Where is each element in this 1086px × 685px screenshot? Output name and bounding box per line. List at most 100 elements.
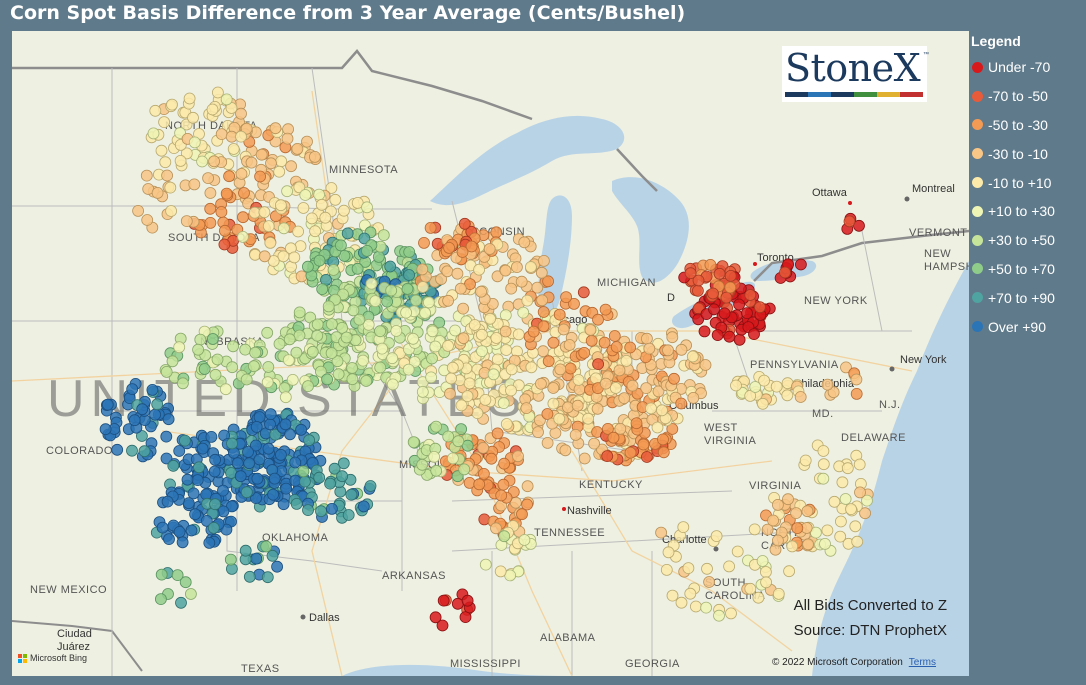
bid-marker[interactable] <box>790 507 802 520</box>
bid-marker[interactable] <box>772 534 784 547</box>
bid-marker[interactable] <box>209 368 222 381</box>
bid-marker[interactable] <box>277 222 290 235</box>
bid-marker[interactable] <box>457 302 470 315</box>
bid-marker[interactable] <box>569 428 582 441</box>
bid-marker[interactable] <box>458 217 471 230</box>
bid-marker[interactable] <box>590 372 602 385</box>
bid-marker[interactable] <box>247 360 260 373</box>
bid-marker[interactable] <box>620 354 633 367</box>
bid-marker[interactable] <box>249 439 262 452</box>
bid-marker[interactable] <box>424 221 437 234</box>
bid-marker[interactable] <box>353 313 366 326</box>
bid-marker[interactable] <box>101 398 114 411</box>
bid-marker[interactable] <box>269 122 282 135</box>
bid-marker[interactable] <box>500 344 513 356</box>
bid-marker[interactable] <box>261 376 274 389</box>
bid-marker[interactable] <box>331 355 344 368</box>
bid-marker[interactable] <box>174 154 187 167</box>
bid-marker[interactable] <box>657 433 669 446</box>
bid-marker[interactable] <box>171 569 184 581</box>
bid-marker[interactable] <box>607 431 620 444</box>
bid-marker[interactable] <box>188 178 201 191</box>
bid-marker[interactable] <box>258 250 271 263</box>
bid-marker[interactable] <box>850 373 863 386</box>
bid-marker[interactable] <box>429 611 442 624</box>
bid-marker[interactable] <box>520 402 533 415</box>
bid-marker[interactable] <box>322 300 335 313</box>
bid-marker[interactable] <box>487 368 500 381</box>
bid-marker[interactable] <box>592 313 604 326</box>
bid-marker[interactable] <box>602 422 614 435</box>
bid-marker[interactable] <box>140 169 153 182</box>
bid-marker[interactable] <box>135 430 148 442</box>
bid-marker[interactable] <box>178 434 191 447</box>
bid-marker[interactable] <box>224 553 237 566</box>
bid-marker[interactable] <box>521 498 533 511</box>
bid-marker[interactable] <box>437 594 450 607</box>
bid-marker[interactable] <box>291 143 304 155</box>
bid-marker[interactable] <box>465 240 478 253</box>
bid-marker[interactable] <box>314 365 327 378</box>
bid-marker[interactable] <box>554 363 567 376</box>
bid-marker[interactable] <box>149 104 162 117</box>
bid-marker[interactable] <box>799 454 812 467</box>
bid-marker[interactable] <box>692 313 705 326</box>
bid-marker[interactable] <box>220 93 233 106</box>
bid-marker[interactable] <box>498 457 511 470</box>
bid-marker[interactable] <box>337 204 350 217</box>
bid-marker[interactable] <box>226 437 238 450</box>
bid-marker[interactable] <box>479 393 492 406</box>
bid-marker[interactable] <box>351 262 364 275</box>
bid-marker[interactable] <box>290 346 303 359</box>
bid-marker[interactable] <box>853 219 865 232</box>
bid-marker[interactable] <box>841 462 854 475</box>
legend-item[interactable]: Under -70 <box>970 53 1086 82</box>
bid-marker[interactable] <box>181 473 194 486</box>
bid-marker[interactable] <box>802 538 814 551</box>
bid-marker[interactable] <box>288 251 301 264</box>
bid-marker[interactable] <box>99 423 112 436</box>
bid-marker[interactable] <box>477 467 490 480</box>
bid-marker[interactable] <box>161 495 174 508</box>
bid-marker[interactable] <box>151 398 164 411</box>
bid-marker[interactable] <box>321 373 334 386</box>
bid-marker[interactable] <box>692 274 705 287</box>
bid-marker[interactable] <box>268 472 281 485</box>
bid-marker[interactable] <box>471 407 484 420</box>
bid-marker[interactable] <box>217 484 229 497</box>
bid-marker[interactable] <box>185 524 198 537</box>
bid-marker[interactable] <box>297 202 310 214</box>
bid-marker[interactable] <box>235 130 247 143</box>
bid-marker[interactable] <box>708 303 720 316</box>
bid-marker[interactable] <box>560 291 572 304</box>
bid-marker[interactable] <box>564 362 577 375</box>
bid-marker[interactable] <box>267 488 280 501</box>
bid-marker[interactable] <box>206 333 219 345</box>
bid-marker[interactable] <box>828 495 841 508</box>
bid-marker[interactable] <box>262 442 275 455</box>
bid-marker[interactable] <box>240 373 253 386</box>
bid-marker[interactable] <box>346 373 359 386</box>
bid-marker[interactable] <box>553 412 566 425</box>
bid-marker[interactable] <box>684 267 697 280</box>
bid-marker[interactable] <box>347 304 360 317</box>
bid-marker[interactable] <box>235 167 248 180</box>
bid-markers[interactable] <box>99 86 874 632</box>
bid-marker[interactable] <box>541 408 554 420</box>
map-svg[interactable]: NORTH DAKOTA MINNESOTA SOUTH DAKOTA WISC… <box>12 31 969 676</box>
bid-marker[interactable] <box>313 471 326 484</box>
bid-marker[interactable] <box>446 361 459 374</box>
bid-marker[interactable] <box>386 378 399 391</box>
bid-marker[interactable] <box>843 215 856 228</box>
bid-marker[interactable] <box>266 549 279 562</box>
bid-marker[interactable] <box>280 482 293 495</box>
bid-marker[interactable] <box>783 565 795 578</box>
bid-marker[interactable] <box>817 445 830 457</box>
bid-marker[interactable] <box>206 103 219 116</box>
bid-marker[interactable] <box>684 587 697 600</box>
bid-marker[interactable] <box>541 436 554 449</box>
bid-marker[interactable] <box>159 156 172 169</box>
bid-marker[interactable] <box>163 533 175 546</box>
bid-marker[interactable] <box>839 493 852 505</box>
bid-marker[interactable] <box>756 555 769 567</box>
